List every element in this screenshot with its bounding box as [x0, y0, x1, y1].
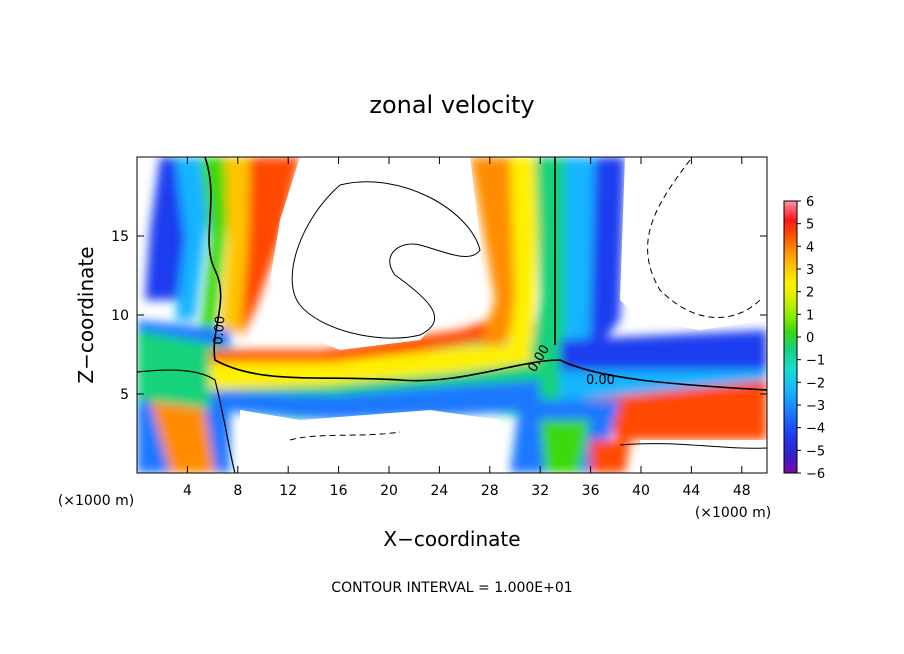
x-tick-label: 8	[233, 483, 242, 499]
colorbar-tick-label: 0	[806, 331, 814, 346]
contour-label-right: 0.00	[586, 373, 615, 388]
x-axis-title: X−coordinate	[383, 527, 520, 551]
x-tick-label: 40	[632, 483, 650, 499]
y-tick-label: 5	[120, 387, 129, 403]
colorbar-tick-label: 5	[806, 218, 814, 233]
contour-interval-note: CONTOUR INTERVAL = 1.000E+01	[331, 580, 572, 596]
y-axis-title: Z−coordinate	[74, 246, 98, 383]
x-tick-label: 16	[330, 483, 348, 499]
x-unit-label: (×1000 m)	[695, 505, 771, 521]
colorbar-tick-label: −6	[806, 467, 825, 482]
x-tick-label: 12	[279, 483, 297, 499]
colorbar-tick-label: 4	[806, 240, 814, 255]
y-axis-ticks: 5 10 15	[111, 229, 767, 403]
contour-label-left: 0.00	[211, 315, 228, 345]
velocity-field	[137, 157, 767, 473]
x-tick-label: 4	[183, 483, 192, 499]
x-tick-label: 28	[481, 483, 499, 499]
colorbar-tick-label: −5	[806, 444, 825, 459]
y-tick-label: 10	[111, 308, 129, 324]
x-tick-label: 44	[682, 483, 700, 499]
y-unit-label: (×1000 m)	[58, 493, 134, 509]
colorbar-tick-label: 1	[806, 308, 814, 323]
colorbar-tick-label: −4	[806, 422, 825, 437]
x-tick-label: 24	[430, 483, 448, 499]
x-tick-label: 32	[531, 483, 549, 499]
colorbar-tick-label: 3	[806, 263, 814, 278]
x-tick-label: 36	[582, 483, 600, 499]
colorbar	[783, 200, 798, 474]
x-tick-label: 20	[380, 483, 398, 499]
colorbar-tick-label: −1	[806, 354, 825, 369]
chart-title: zonal velocity	[369, 91, 534, 119]
x-tick-label: 48	[733, 483, 751, 499]
colorbar-tick-label: 2	[806, 286, 814, 301]
colorbar-ticks: 6 5 4 3 2 1 0 −1 −2 −3 −4 −5 −6	[797, 195, 825, 482]
colorbar-tick-label: 6	[806, 195, 814, 210]
colorbar-tick-label: −2	[806, 376, 825, 391]
y-tick-label: 15	[111, 229, 129, 245]
colorbar-tick-label: −3	[806, 399, 825, 414]
x-axis-ticks: 4 8 12 16 20 24 28 32 36 40 44 48	[183, 157, 751, 499]
